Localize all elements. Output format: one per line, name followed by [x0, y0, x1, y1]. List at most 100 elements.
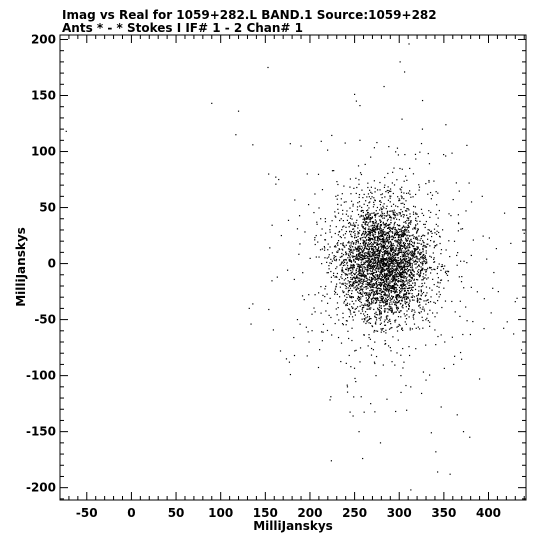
data-point: [362, 226, 365, 228]
data-point: [404, 263, 407, 265]
data-point: [361, 206, 363, 209]
data-point: [364, 227, 367, 229]
data-point: [404, 153, 406, 156]
data-point: [354, 236, 356, 238]
data-point: [394, 271, 396, 274]
data-point: [422, 273, 425, 275]
data-point: [375, 297, 377, 299]
data-point: [372, 289, 374, 291]
data-point: [396, 307, 398, 309]
data-point: [338, 259, 341, 261]
data-point: [350, 267, 352, 269]
data-point: [377, 228, 379, 230]
data-point: [321, 228, 323, 230]
data-point: [357, 249, 360, 251]
data-point: [371, 216, 373, 218]
data-point: [368, 322, 370, 324]
data-point: [386, 240, 388, 242]
data-point: [362, 239, 364, 241]
data-point: [415, 213, 417, 215]
data-point: [374, 228, 377, 231]
data-point: [390, 258, 392, 260]
data-point: [377, 249, 379, 251]
data-point: [380, 228, 382, 230]
data-point: [384, 243, 386, 245]
data-point: [361, 260, 363, 262]
data-point: [389, 240, 391, 243]
data-point: [386, 231, 388, 234]
data-point: [398, 265, 400, 267]
data-point: [422, 234, 424, 236]
data-point: [411, 240, 413, 243]
data-point: [364, 315, 366, 317]
data-point: [363, 193, 365, 196]
data-point: [411, 267, 413, 269]
data-point: [377, 268, 379, 270]
data-point: [374, 231, 377, 234]
data-point: [375, 375, 377, 377]
data-point: [408, 273, 410, 276]
data-point: [395, 284, 397, 286]
data-point: [362, 254, 364, 257]
data-point: [404, 232, 406, 234]
data-point: [364, 275, 367, 277]
data-point: [398, 261, 400, 264]
data-point: [407, 238, 409, 240]
data-point: [373, 227, 376, 229]
data-point: [357, 271, 359, 273]
data-point: [398, 272, 400, 275]
data-point: [353, 303, 355, 305]
data-point: [392, 212, 394, 214]
data-point: [352, 268, 354, 270]
data-point: [435, 191, 437, 193]
data-point: [357, 165, 360, 167]
data-point: [404, 321, 406, 323]
data-point: [409, 263, 411, 266]
data-point: [378, 258, 380, 260]
data-point: [357, 281, 359, 283]
data-point: [367, 265, 369, 267]
data-point: [373, 297, 376, 299]
data-point: [406, 214, 408, 216]
data-point: [430, 272, 432, 274]
data-point: [408, 275, 410, 277]
data-point: [406, 262, 408, 264]
data-point: [306, 355, 308, 357]
data-point: [383, 284, 385, 286]
data-point: [413, 228, 416, 230]
data-point: [394, 259, 397, 261]
data-point: [408, 250, 410, 252]
data-point: [340, 263, 342, 266]
data-point: [349, 217, 352, 219]
data-point: [358, 292, 360, 294]
data-point: [408, 222, 411, 224]
data-point: [391, 307, 393, 309]
data-point: [355, 243, 357, 245]
data-point: [361, 254, 363, 256]
data-point: [380, 313, 382, 315]
data-point: [345, 287, 347, 290]
data-point: [390, 195, 392, 197]
data-point: [237, 110, 240, 112]
data-point: [341, 267, 343, 269]
data-point: [407, 247, 409, 249]
data-point: [383, 264, 385, 266]
data-point: [383, 242, 385, 244]
data-point: [397, 339, 399, 341]
data-point: [361, 304, 363, 306]
data-point: [370, 186, 372, 188]
data-point: [365, 221, 367, 223]
data-point: [405, 306, 407, 308]
data-point: [351, 292, 353, 295]
data-point: [362, 250, 364, 252]
data-point: [410, 489, 412, 491]
data-point: [379, 219, 381, 222]
data-point: [408, 240, 411, 242]
data-point: [333, 259, 336, 261]
data-point: [454, 355, 456, 357]
data-point: [373, 248, 375, 250]
data-point: [434, 329, 436, 331]
data-point: [418, 268, 420, 271]
data-point: [404, 254, 406, 257]
data-point: [352, 265, 354, 267]
